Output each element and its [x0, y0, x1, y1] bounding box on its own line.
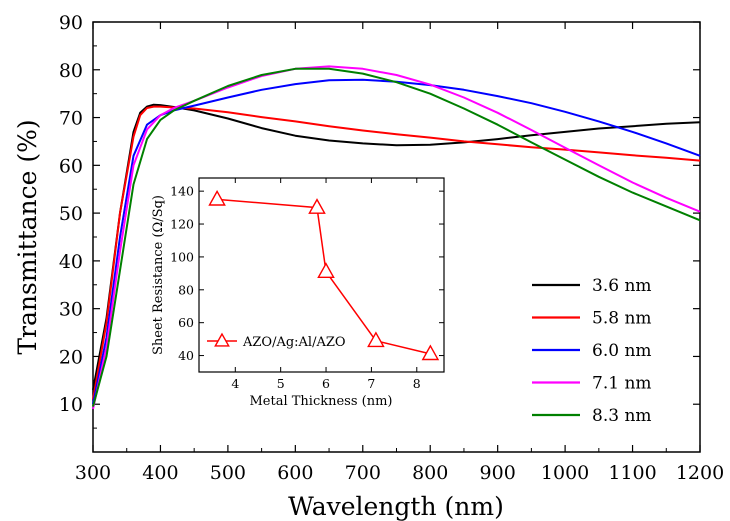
inset-y-tick-label: 140	[170, 184, 194, 199]
y-tick-label: 10	[59, 394, 83, 416]
x-axis-title: Wavelength (nm)	[288, 492, 504, 521]
y-tick-label: 90	[59, 12, 83, 34]
inset-legend: AZO/Ag:Al/AZO	[207, 332, 346, 350]
inset-y-axis-title: Sheet Resistance (Ω/Sq)	[151, 195, 166, 355]
main-legend: 3.6 nm 5.8 nm 6.0 nm 7.1 nm 8.3 nm	[532, 276, 652, 426]
y-tick-label: 40	[59, 251, 83, 273]
inset-y-tick-label: 100	[170, 249, 194, 264]
inset-data-point	[208, 189, 226, 206]
x-tick-label: 1200	[676, 462, 724, 484]
main-axis-ticks: 300 400 500 600 700 800 900 1000 1100 1200 10 20 30 4…	[59, 12, 724, 484]
x-tick-label: 600	[277, 462, 313, 484]
series-line-8-3-nm	[92, 67, 701, 407]
inset-x-tick-label: 4	[231, 376, 239, 391]
inset-data-point	[421, 344, 440, 361]
inset-data-point	[308, 198, 326, 214]
inset-series	[208, 189, 440, 361]
y-tick-label: 80	[59, 60, 83, 82]
series-line-5-8-nm	[92, 105, 701, 400]
legend-label: 6.0 nm	[592, 341, 652, 361]
legend-label: 7.1 nm	[592, 374, 652, 394]
y-tick-label: 60	[59, 155, 83, 177]
x-tick-label: 1000	[541, 462, 589, 484]
y-tick-label: 50	[59, 203, 83, 225]
series-line-3-6-nm	[92, 103, 701, 391]
inset-y-tick-label: 40	[178, 348, 194, 363]
inset-axis-ticks: 4 5 6 7 8 40 60 80 100 120 140	[170, 178, 444, 391]
legend-label: 8.3 nm	[592, 406, 652, 426]
inset-y-tick-label: 120	[170, 217, 194, 232]
x-tick-label: 300	[75, 462, 111, 484]
inset-y-tick-label: 60	[178, 315, 194, 330]
x-tick-label: 1100	[608, 462, 656, 484]
x-tick-label: 500	[210, 462, 246, 484]
legend-label: 5.8 nm	[592, 309, 652, 329]
y-tick-label: 70	[59, 108, 83, 130]
series-line-6-0-nm	[92, 78, 701, 405]
inset-x-tick-label: 6	[322, 376, 330, 391]
x-tick-label: 400	[142, 462, 178, 484]
inset-legend-marker	[214, 332, 230, 347]
inset-x-tick-label: 7	[367, 376, 375, 391]
inset-x-tick-label: 5	[277, 376, 285, 391]
main-series-lines	[92, 65, 701, 410]
inset-x-axis-title: Metal Thickness (nm)	[249, 394, 392, 409]
y-tick-label: 30	[59, 299, 83, 321]
series-line-7-1-nm	[92, 65, 701, 410]
inset-y-tick-label: 80	[178, 282, 194, 297]
inset-data-point	[367, 331, 385, 348]
inset-legend-label: AZO/Ag:Al/AZO	[242, 335, 346, 350]
inset-data-point	[317, 262, 335, 278]
inset-x-tick-label: 8	[413, 376, 421, 391]
y-axis-title: Transmittance (%)	[13, 119, 42, 354]
x-tick-label: 800	[412, 462, 448, 484]
x-tick-label: 700	[345, 462, 381, 484]
y-tick-label: 20	[59, 346, 83, 368]
legend-label: 3.6 nm	[592, 276, 652, 296]
x-tick-label: 900	[480, 462, 516, 484]
